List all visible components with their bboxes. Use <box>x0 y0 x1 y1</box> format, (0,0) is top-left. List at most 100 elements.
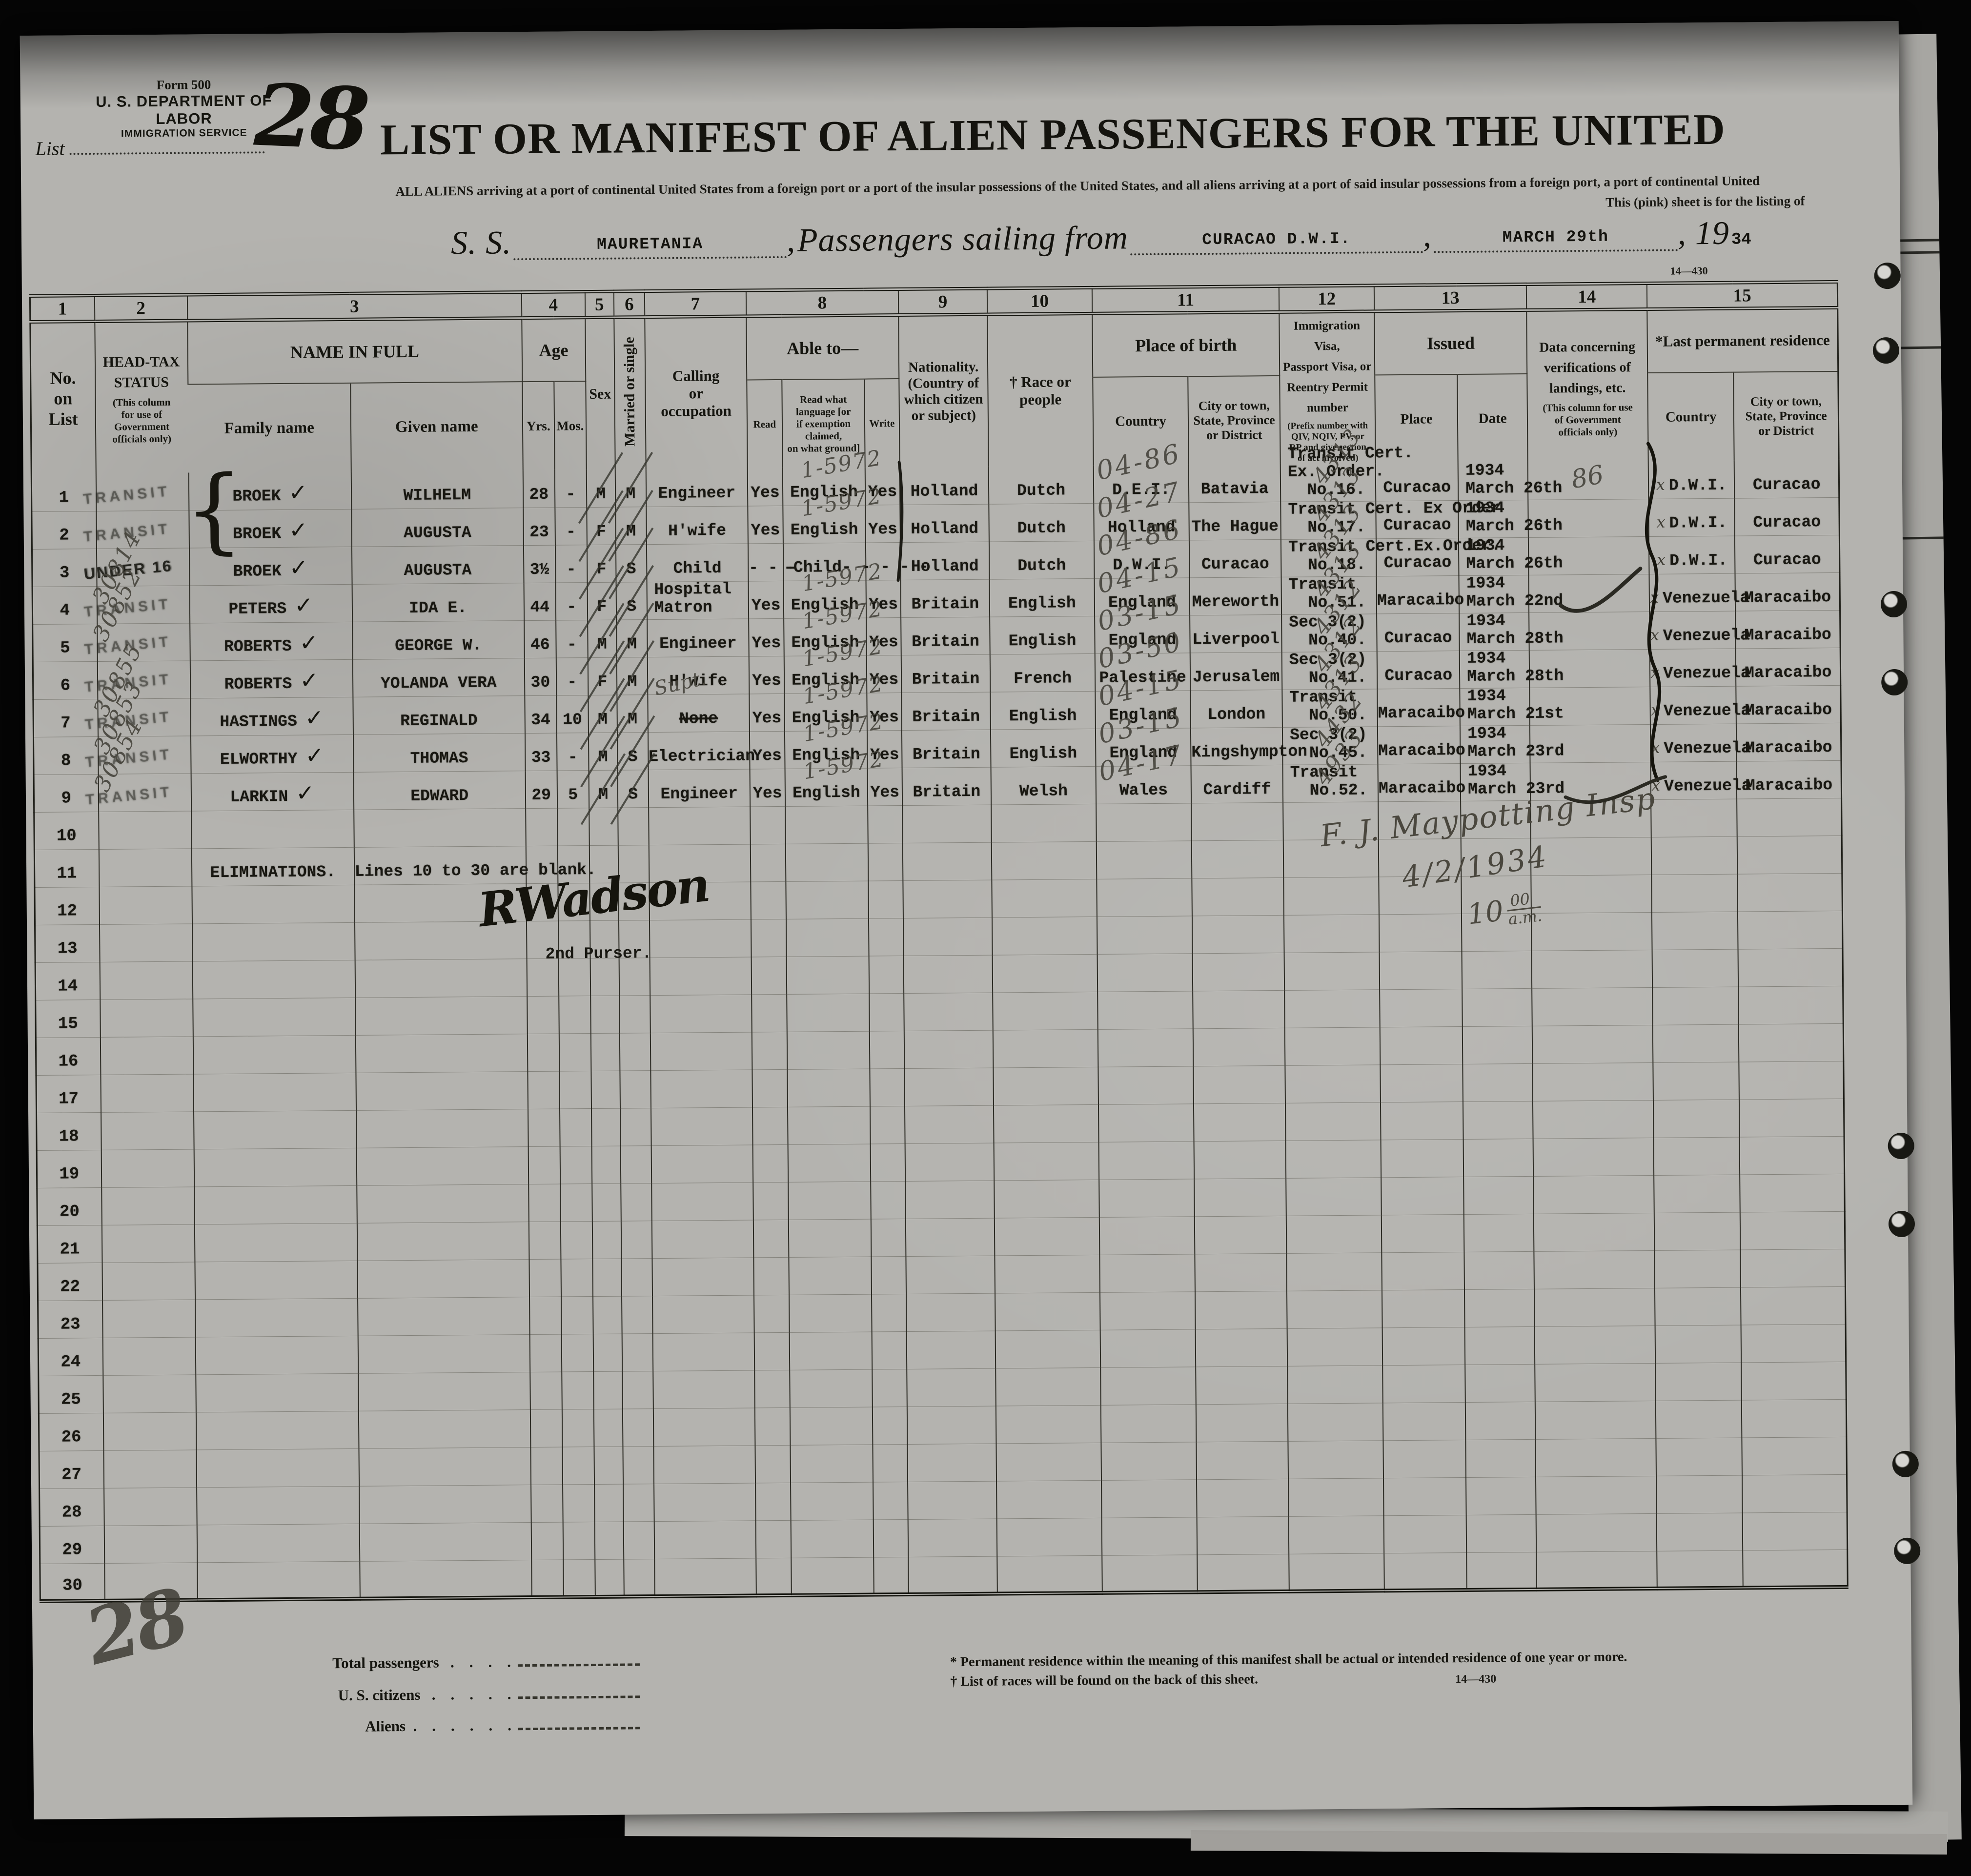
cell-nationality <box>903 955 993 994</box>
sailing-date: MARCH 29th <box>1502 227 1609 247</box>
cell-verification <box>1529 686 1651 725</box>
cell-marital-status: S <box>616 582 647 620</box>
cell-read: Yes <box>749 655 785 694</box>
cell-headtax-status <box>98 811 192 849</box>
cell-race <box>992 916 1097 955</box>
cell-visa-number <box>1284 989 1380 1028</box>
cell-race: Dutch <box>988 465 1094 504</box>
cell-read <box>755 1482 791 1521</box>
cell-nationality: Britain <box>901 616 990 655</box>
cell-residence-country: x Venezuela <box>1649 648 1750 687</box>
cell-issue-date <box>1465 1364 1536 1402</box>
cell-residence-country: x D.W.I. <box>1649 535 1735 574</box>
cell-sex <box>591 1183 621 1222</box>
cell-visa-number <box>1286 1177 1382 1216</box>
cell-race <box>993 1104 1099 1143</box>
cell-issue-date: 1934 March 26th <box>1458 499 1563 538</box>
list-number-line: List <box>35 135 265 160</box>
col-header-no-on-list: No. on List <box>48 368 78 429</box>
cell-family-name: ELIMINATIONS. <box>191 847 355 886</box>
cell-age-months <box>561 1334 594 1372</box>
cell-birth-country <box>1098 1141 1195 1180</box>
cell-family-name <box>195 1260 358 1300</box>
cell-sex <box>592 1296 622 1334</box>
cell-verification <box>1532 1024 1653 1063</box>
cell-verification <box>1532 987 1653 1026</box>
ship-and-sailing-line: S. S. MAURETANIA, Passengers sailing fro… <box>450 214 1751 262</box>
cell-line-number: 19 <box>37 1149 102 1188</box>
cell-read <box>755 1445 791 1483</box>
cell-age-months: - <box>556 733 589 771</box>
cell-marital-status <box>622 1371 653 1409</box>
cell-nationality <box>904 1105 994 1143</box>
col-header-sex: Sex <box>585 317 615 470</box>
col-num-7: 7 <box>644 290 747 317</box>
cell-birth-country <box>1099 1254 1196 1292</box>
cell-visa-number <box>1288 1515 1384 1554</box>
col-header-married-or-single: Married or single <box>614 317 646 469</box>
cell-write <box>868 805 903 843</box>
cell-nationality <box>904 992 993 1031</box>
cell-race <box>996 1442 1102 1481</box>
cell-residence-city <box>1741 1286 1846 1325</box>
cell-visa-number <box>1286 1252 1382 1291</box>
col-num-11: 11 <box>1092 286 1280 314</box>
cell-residence-country <box>1654 1174 1741 1213</box>
cell-issue-date <box>1464 1326 1535 1365</box>
col-num-6: 6 <box>613 291 645 318</box>
cell-read-language <box>787 1068 870 1107</box>
cell-given-name <box>358 1334 530 1373</box>
cell-residence-country <box>1651 836 1738 875</box>
cell-read-language <box>788 1219 872 1257</box>
cell-read-language: 1-5972 English <box>783 483 884 543</box>
cell-read <box>751 918 787 957</box>
cell-issue-place <box>1381 1214 1464 1253</box>
cell-issue-place <box>1381 1101 1463 1140</box>
cell-birth-country <box>1101 1479 1197 1518</box>
cell-birth-country <box>1101 1442 1197 1480</box>
cell-marital-status <box>617 807 649 845</box>
cell-marital-status: M <box>617 694 648 733</box>
cell-visa-number <box>1288 1440 1384 1479</box>
cell-sex <box>591 1145 621 1184</box>
cell-read-language <box>788 1181 871 1220</box>
aliens-label: Aliens . . . . . . <box>365 1716 512 1735</box>
cell-verification <box>1535 1438 1657 1477</box>
cell-residence-city: Maracaibo <box>1735 572 1840 611</box>
cell-race: French <box>990 653 1096 692</box>
cell-issue-date: 1934 March 28th <box>1459 649 1564 689</box>
cell-birth-country <box>1100 1291 1196 1330</box>
cell-read-language: 1-5972 English <box>785 746 886 806</box>
col-header-issue-date: Date <box>1457 374 1528 463</box>
cell-birth-city <box>1194 1178 1286 1217</box>
cell-race: Dutch <box>989 540 1095 579</box>
cell-age-months: - <box>555 620 588 658</box>
cell-age-months: - <box>555 545 588 583</box>
cell-age-years <box>530 1447 563 1485</box>
cell-line-number: 25 <box>38 1375 103 1413</box>
cell-read: Yes <box>749 731 785 769</box>
cell-family-name <box>194 1147 357 1187</box>
cell-verification <box>1536 1475 1657 1514</box>
cell-visa-number <box>1285 1064 1381 1103</box>
cell-residence-city <box>1742 1399 1847 1438</box>
col-header-place-of-birth: Place of birth <box>1092 312 1280 378</box>
cell-read <box>754 1332 790 1370</box>
cell-residence-city <box>1740 1173 1845 1212</box>
cell-verification <box>1528 498 1649 537</box>
sailing-date-blank: MARCH 29th <box>1433 227 1678 253</box>
col-num-10: 10 <box>987 287 1093 315</box>
cell-marital-status <box>620 1108 651 1146</box>
cell-read <box>752 1031 788 1070</box>
cell-verification <box>1534 1325 1656 1364</box>
cell-verification <box>1536 1513 1657 1552</box>
cell-verification <box>1528 573 1650 612</box>
cell-line-number: 14 <box>35 961 100 1000</box>
cell-write: Yes <box>865 505 900 543</box>
cell-verification <box>1533 1175 1655 1214</box>
cell-race <box>996 1405 1101 1444</box>
cell-age-months <box>560 1183 592 1222</box>
cell-issue-date: 1934 March 26th <box>1459 536 1563 576</box>
cell-visa-number: Transit No.52. 4933 <box>1282 724 1379 802</box>
cell-calling: Child <box>646 543 749 582</box>
